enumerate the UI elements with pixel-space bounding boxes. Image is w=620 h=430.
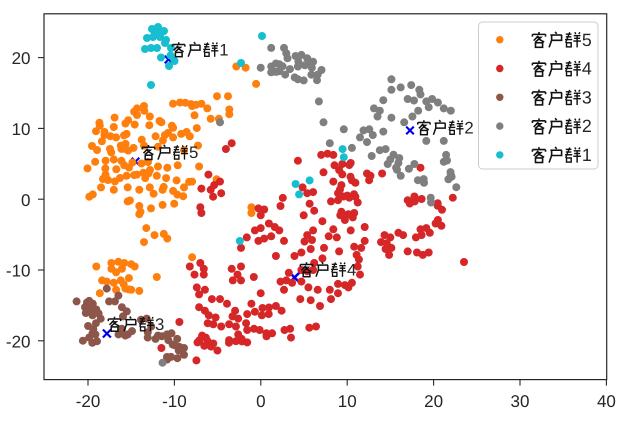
svg-text:3: 3 [582, 87, 592, 107]
svg-text:1: 1 [582, 145, 592, 165]
svg-text:40: 40 [597, 392, 616, 411]
svg-text:0: 0 [21, 191, 30, 210]
svg-text:-10: -10 [162, 392, 187, 411]
svg-text:4: 4 [347, 260, 356, 279]
svg-text:-20: -20 [6, 332, 31, 351]
svg-text:0: 0 [256, 392, 265, 411]
svg-text:2: 2 [464, 118, 473, 137]
svg-text:3: 3 [155, 315, 164, 334]
svg-text:30: 30 [511, 392, 530, 411]
svg-text:-20: -20 [76, 392, 101, 411]
svg-text:2: 2 [582, 116, 592, 136]
svg-text:1: 1 [219, 40, 228, 59]
svg-text:5: 5 [582, 30, 592, 50]
svg-text:5: 5 [189, 143, 198, 162]
svg-text:10: 10 [338, 392, 357, 411]
svg-text:20: 20 [424, 392, 443, 411]
svg-text:4: 4 [582, 59, 592, 79]
svg-text:20: 20 [12, 49, 31, 68]
svg-text:10: 10 [12, 120, 31, 139]
svg-text:-10: -10 [6, 262, 31, 281]
